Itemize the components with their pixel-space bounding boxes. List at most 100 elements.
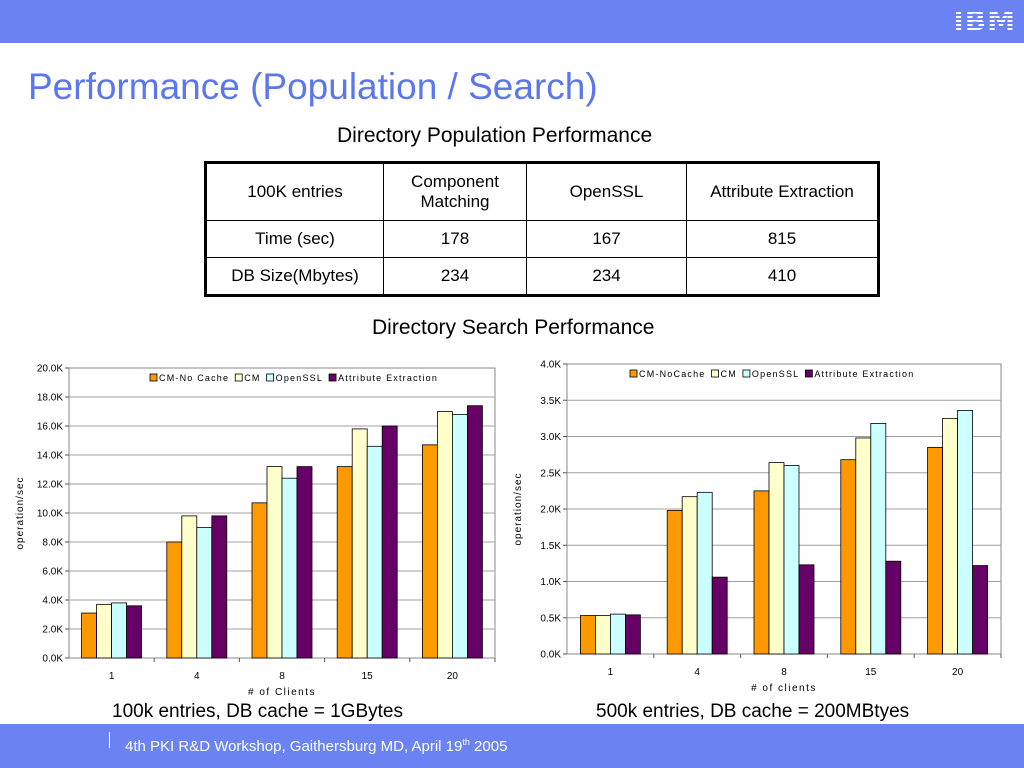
ibm-logo: IBM <box>953 4 1016 37</box>
legend-label: OpenSSL <box>276 373 323 383</box>
header-cell: OpenSSL <box>526 162 687 221</box>
y-tick-label: 6.0K <box>42 567 63 578</box>
y-tick-label: 1.0K <box>540 577 561 588</box>
bar <box>96 603 112 659</box>
bar <box>351 428 368 659</box>
search-chart-100k: 0.0K 2.0K 4.0K 6.0K 8.0K 10.0K 12.0K 14.0K 16.0K… <box>15 364 496 698</box>
footer-text-year: 2005 <box>469 738 508 755</box>
table-cell: DB Size(Mbytes) <box>205 257 384 296</box>
table-cell: 178 <box>383 220 527 258</box>
bar <box>111 602 127 659</box>
table-row: Time (sec) 178 167 815 <box>205 220 879 258</box>
table-cell: 410 <box>686 257 879 296</box>
y-axis-title: operation/sec <box>513 472 524 545</box>
y-tick-label: 3.5K <box>540 396 561 407</box>
x-axis-title: # of Clients <box>248 687 316 698</box>
y-tick-label: 2.5K <box>540 468 561 479</box>
bar <box>927 446 944 655</box>
bar <box>366 445 383 659</box>
bar <box>753 490 770 655</box>
legend-label: Attribute Extraction <box>814 369 914 379</box>
legend-label: CM-No Cache <box>159 373 229 383</box>
bar <box>266 466 283 659</box>
legend-label: OpenSSL <box>752 369 799 379</box>
bar <box>81 612 97 659</box>
footer-text: 4th PKI R&D Workshop, Gaithersburg MD, A… <box>125 737 507 755</box>
bar <box>211 515 228 659</box>
legend-label: CM-NoCache <box>639 369 706 379</box>
x-tick-label: 1 <box>109 671 115 682</box>
y-tick-label: 14.0K <box>37 451 63 462</box>
y-tick-label: 16.0K <box>37 422 63 433</box>
y-tick-label: 0.0K <box>42 654 63 665</box>
bar <box>957 410 974 655</box>
chart-caption-100k: 100k entries, DB cache = 1GBytes <box>112 701 403 722</box>
bar <box>696 491 713 655</box>
y-tick-label: 12.0K <box>37 480 63 491</box>
bar <box>166 541 183 659</box>
bar <box>251 502 268 659</box>
x-tick-label: 15 <box>362 671 374 682</box>
bar <box>855 437 872 655</box>
x-tick-label: 15 <box>865 667 877 678</box>
legend-label: CM <box>244 373 260 383</box>
footer-bar: 4th PKI R&D Workshop, Gaithersburg MD, A… <box>0 724 1024 768</box>
bar <box>798 564 815 655</box>
bar <box>336 466 353 659</box>
table-header-row: 100K entries Component Matching OpenSSL … <box>205 162 879 221</box>
legend-swatch <box>804 369 813 378</box>
bar <box>436 411 453 659</box>
header-bar: IBM <box>0 0 1024 43</box>
table-cell: 167 <box>526 220 687 258</box>
y-axis-title: operation/sec <box>15 476 26 549</box>
y-tick-label: 2.0K <box>540 505 561 516</box>
y-tick-label: 0.0K <box>540 650 561 661</box>
bar <box>870 423 887 655</box>
header-cell: Component Matching <box>383 162 527 221</box>
table-row: DB Size(Mbytes) 234 234 410 <box>205 257 879 296</box>
search-title: Directory Search Performance <box>372 316 655 339</box>
bar <box>466 405 483 659</box>
bar <box>768 462 785 655</box>
search-chart-500k: 0.0K 0.5K 1.0K 1.5K 2.0K 2.5K 3.0K 3.5K 4.0K 1 4 8 1… <box>513 360 1002 694</box>
bar <box>840 459 857 655</box>
legend-swatch <box>149 373 158 382</box>
table-cell: Time (sec) <box>205 220 384 258</box>
y-tick-label: 4.0K <box>540 360 561 371</box>
legend-label: CM <box>721 369 737 379</box>
population-table: 100K entries Component Matching OpenSSL … <box>204 161 880 297</box>
bar <box>942 417 959 655</box>
bar <box>451 414 468 659</box>
bar <box>181 515 198 659</box>
x-tick-label: 20 <box>952 667 964 678</box>
x-tick-label: 4 <box>694 667 700 678</box>
x-tick-label: 1 <box>608 667 614 678</box>
y-tick-label: 1.5K <box>540 541 561 552</box>
y-tick-label: 8.0K <box>42 538 63 549</box>
bar <box>126 605 142 659</box>
footer-text-sup: th <box>462 737 470 747</box>
bar <box>783 465 800 655</box>
legend-swatch <box>629 369 638 378</box>
legend-swatch <box>234 373 243 382</box>
legend-swatch <box>266 373 275 382</box>
y-tick-label: 18.0K <box>37 393 63 404</box>
table-cell: 815 <box>686 220 879 258</box>
legend-swatch <box>328 373 337 382</box>
bar <box>580 615 596 655</box>
footer-divider <box>109 732 110 748</box>
y-tick-label: 2.0K <box>42 625 63 636</box>
y-tick-label: 20.0K <box>37 364 63 375</box>
bar <box>196 527 213 659</box>
bar <box>381 425 398 659</box>
y-tick-label: 4.0K <box>42 596 63 607</box>
bar <box>625 614 641 655</box>
table-title: Directory Population Performance <box>337 124 653 147</box>
y-tick-label: 0.5K <box>540 613 561 624</box>
header-cell: 100K entries <box>205 162 384 221</box>
x-tick-label: 20 <box>447 671 459 682</box>
bar <box>281 477 298 659</box>
legend-swatch <box>711 369 719 378</box>
table-cell: 234 <box>383 257 527 296</box>
bar <box>885 560 902 655</box>
